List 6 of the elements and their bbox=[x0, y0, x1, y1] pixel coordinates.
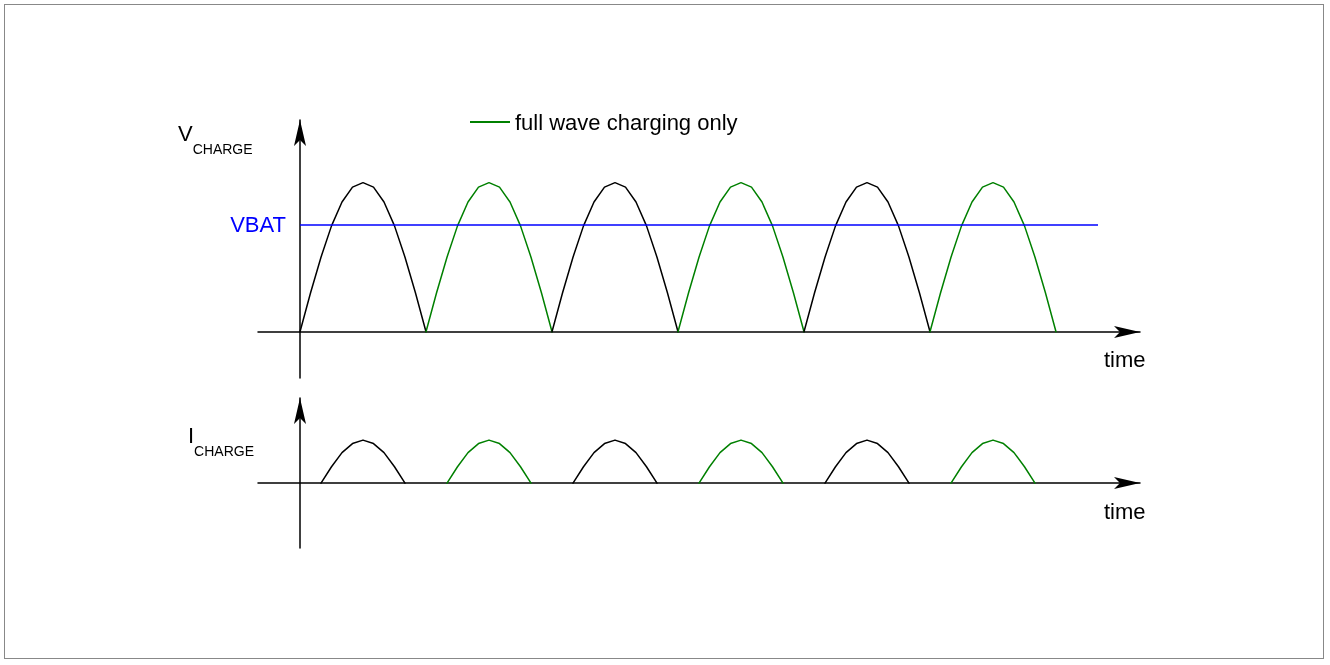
ref-line-label: VBAT bbox=[230, 211, 286, 237]
x-axis-title: time bbox=[1104, 346, 1146, 372]
legend-label: full wave charging only bbox=[515, 109, 738, 135]
y-axis-title: VCHARGE bbox=[178, 120, 253, 157]
x-axis-title: time bbox=[1104, 498, 1146, 524]
y-axis-title: ICHARGE bbox=[188, 422, 255, 459]
